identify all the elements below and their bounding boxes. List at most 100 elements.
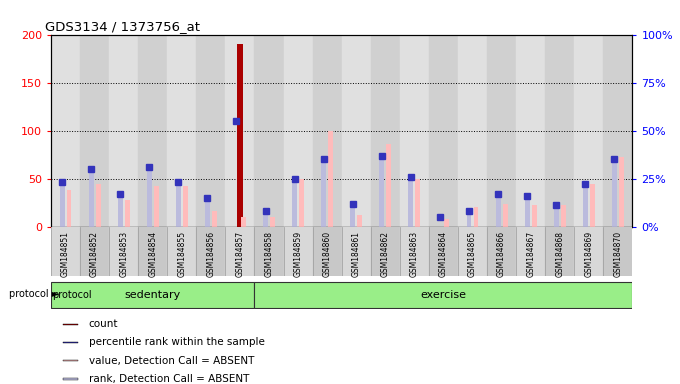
Text: rank, Detection Call = ABSENT: rank, Detection Call = ABSENT xyxy=(89,374,249,384)
Bar xyxy=(532,205,537,227)
Bar xyxy=(473,207,479,227)
Text: GSM184857: GSM184857 xyxy=(235,230,244,277)
Text: percentile rank within the sample: percentile rank within the sample xyxy=(89,338,265,348)
Bar xyxy=(458,227,487,276)
Text: GSM184852: GSM184852 xyxy=(90,230,99,276)
Bar xyxy=(63,360,78,361)
Bar xyxy=(583,186,588,227)
Text: GSM184865: GSM184865 xyxy=(468,230,477,277)
Bar xyxy=(379,157,384,227)
Bar xyxy=(63,342,78,343)
Bar xyxy=(313,227,341,276)
Bar xyxy=(342,35,371,227)
Bar xyxy=(254,227,284,276)
Text: GSM184856: GSM184856 xyxy=(207,230,216,277)
Bar xyxy=(212,211,217,227)
Bar xyxy=(63,378,78,379)
Bar xyxy=(51,35,80,227)
Text: GSM184859: GSM184859 xyxy=(294,230,303,277)
Text: GSM184867: GSM184867 xyxy=(526,230,535,277)
Bar xyxy=(350,204,355,227)
Text: exercise: exercise xyxy=(420,290,466,300)
Bar xyxy=(487,35,516,227)
Bar xyxy=(51,227,80,276)
Bar xyxy=(386,144,391,227)
Bar xyxy=(400,227,429,276)
Text: GSM184869: GSM184869 xyxy=(584,230,593,277)
Bar xyxy=(496,194,500,227)
Bar xyxy=(561,205,566,227)
Bar xyxy=(225,35,254,227)
Text: GSM184868: GSM184868 xyxy=(556,230,564,276)
Text: GSM184861: GSM184861 xyxy=(352,230,360,276)
Text: GSM184862: GSM184862 xyxy=(381,230,390,276)
Bar xyxy=(371,35,400,227)
Bar xyxy=(284,35,313,227)
Bar xyxy=(516,227,545,276)
Bar xyxy=(313,35,341,227)
Bar xyxy=(603,227,632,276)
Bar xyxy=(63,323,78,325)
Bar xyxy=(487,227,516,276)
Bar xyxy=(603,35,632,227)
Text: GSM184853: GSM184853 xyxy=(119,230,128,277)
Bar xyxy=(525,196,530,227)
Bar xyxy=(147,167,152,227)
Bar xyxy=(197,227,225,276)
Bar xyxy=(225,227,254,276)
Text: GDS3134 / 1373756_at: GDS3134 / 1373756_at xyxy=(45,20,200,33)
Bar xyxy=(167,35,197,227)
Bar xyxy=(342,227,371,276)
Text: value, Detection Call = ABSENT: value, Detection Call = ABSENT xyxy=(89,356,254,366)
Bar xyxy=(429,35,458,227)
Bar xyxy=(96,184,101,227)
Bar xyxy=(284,227,313,276)
Text: protocol ►: protocol ► xyxy=(9,289,59,299)
Bar xyxy=(88,169,94,227)
Bar xyxy=(545,227,575,276)
Bar xyxy=(263,213,268,227)
Bar xyxy=(503,204,507,227)
Bar xyxy=(138,227,167,276)
Text: GSM184851: GSM184851 xyxy=(61,230,70,276)
Bar xyxy=(197,35,225,227)
Bar xyxy=(554,205,559,227)
Bar xyxy=(241,217,246,227)
Bar xyxy=(612,161,617,227)
Text: GSM184864: GSM184864 xyxy=(439,230,448,277)
Bar xyxy=(183,186,188,227)
Text: sedentary: sedentary xyxy=(124,290,181,300)
Bar xyxy=(60,184,65,227)
Bar xyxy=(590,184,595,227)
Bar xyxy=(299,179,304,227)
Bar xyxy=(400,35,429,227)
Bar xyxy=(167,227,197,276)
Bar xyxy=(67,190,71,227)
Bar xyxy=(80,227,109,276)
Bar xyxy=(118,196,122,227)
Bar xyxy=(328,131,333,227)
Bar xyxy=(574,35,603,227)
Bar xyxy=(429,227,458,276)
Text: GSM184860: GSM184860 xyxy=(323,230,332,277)
Bar xyxy=(357,215,362,227)
Bar xyxy=(154,186,158,227)
Bar xyxy=(51,282,254,308)
Bar xyxy=(619,157,624,227)
Bar xyxy=(237,44,243,227)
Bar xyxy=(545,35,575,227)
Bar xyxy=(109,35,138,227)
Bar xyxy=(409,179,413,227)
Bar xyxy=(415,179,420,227)
Bar xyxy=(80,35,109,227)
Text: GSM184858: GSM184858 xyxy=(265,230,273,276)
Bar xyxy=(321,161,326,227)
Bar xyxy=(254,282,632,308)
Bar xyxy=(445,219,449,227)
Bar xyxy=(270,217,275,227)
Text: GSM184870: GSM184870 xyxy=(613,230,622,277)
Bar xyxy=(138,35,167,227)
Text: GSM184863: GSM184863 xyxy=(410,230,419,277)
Bar xyxy=(124,200,130,227)
Bar xyxy=(516,35,545,227)
